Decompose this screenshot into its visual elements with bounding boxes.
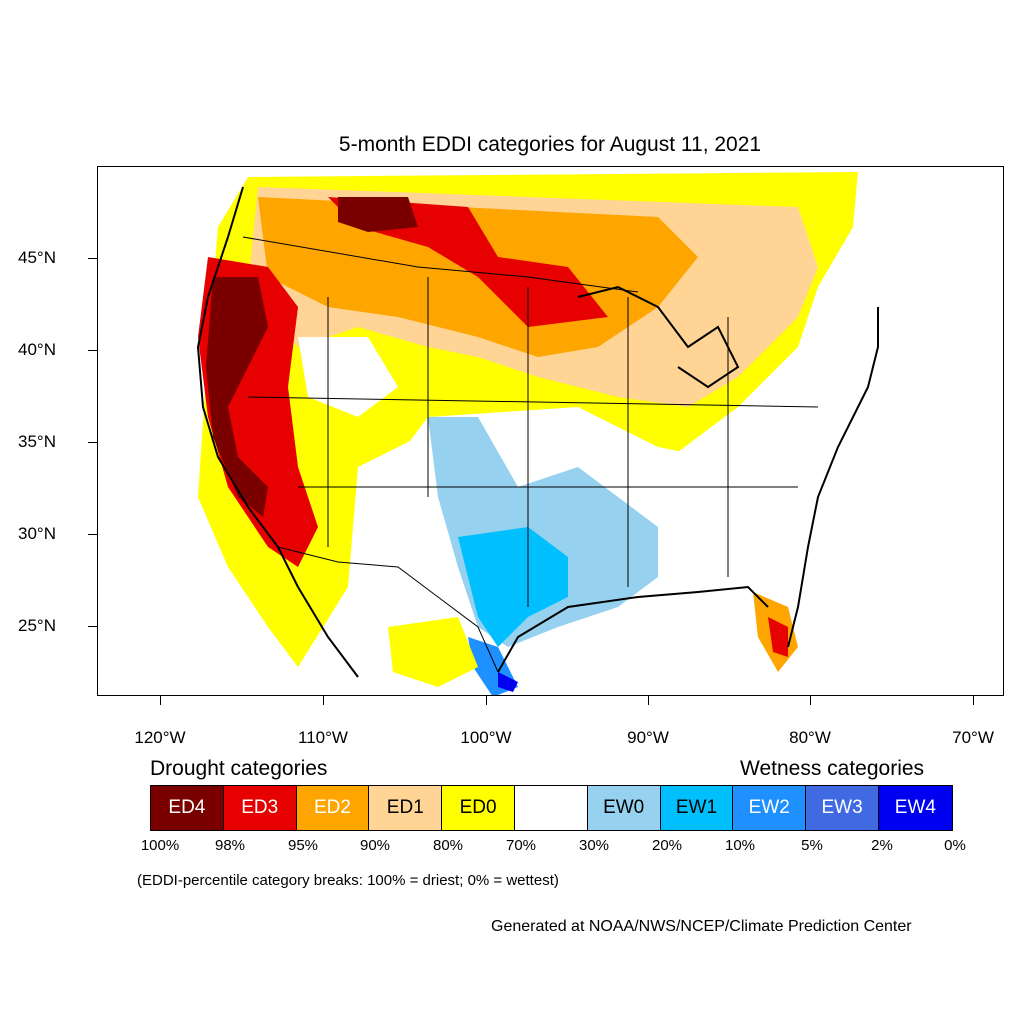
legend-cell-ed1: ED1: [369, 786, 443, 830]
lon-tick-80: [810, 696, 811, 705]
legend-cell-ed0: ED0: [442, 786, 515, 830]
region-mexico-ed0: [388, 617, 478, 687]
pct-break: 90%: [359, 837, 391, 854]
pct-break: 95%: [287, 837, 319, 854]
lon-label-100: 100°W: [460, 728, 512, 747]
lon-tick-110: [323, 696, 324, 705]
pct-break: 2%: [871, 837, 893, 854]
lon-label-70: 70°W: [952, 728, 994, 747]
lon-label-110: 110°W: [298, 728, 348, 747]
legend-colorbar: ED4 ED3 ED2 ED1 ED0 EW0 EW1 EW2 EW3 EW4: [150, 785, 953, 831]
region-ew1: [458, 527, 568, 647]
gulf-coast: [497, 585, 769, 673]
lat-label-35: 35°N: [18, 432, 56, 451]
lon-tick-100: [486, 696, 487, 705]
lon-tick-120: [160, 696, 161, 705]
lon-tick-90: [648, 696, 649, 705]
lon-label-120: 120°W: [134, 728, 186, 747]
region-ed4-north: [338, 197, 418, 232]
credit-line: Generated at NOAA/NWS/NCEP/Climate Predi…: [491, 918, 912, 935]
legend-cell-ew3: EW3: [806, 786, 879, 830]
legend-cell-ew2: EW2: [733, 786, 807, 830]
eddi-map-graphic: [196, 172, 879, 695]
eddi-map: [97, 166, 1004, 696]
drought-heading: Drought categories: [150, 757, 328, 780]
pct-break: 70%: [505, 837, 537, 854]
legend-cell-neutral: [514, 786, 588, 830]
lat-label-25: 25°N: [18, 616, 56, 635]
pct-break: 98%: [214, 837, 246, 854]
boundaries: [196, 186, 879, 678]
lat-label-30: 30°N: [18, 524, 56, 543]
lon-tick-70: [973, 696, 974, 705]
great-lakes: [577, 285, 740, 389]
region-ed4-west: [206, 277, 268, 517]
legend-cell-ew4: EW4: [878, 786, 952, 830]
lat-label-45: 45°N: [18, 248, 56, 267]
lon-label-90: 90°W: [627, 728, 669, 747]
pct-break: 10%: [724, 837, 756, 854]
region-florida-ed3: [768, 617, 788, 657]
east-coast: [787, 307, 879, 648]
drought-regions: [198, 172, 858, 695]
lat-tick-45: [88, 258, 97, 259]
coastline-west: [196, 186, 359, 678]
lat-label-40: 40°N: [18, 340, 56, 359]
wetness-heading: Wetness categories: [740, 757, 925, 780]
legend-cell-ew0: EW0: [587, 786, 661, 830]
category-note: (EDDI-percentile category breaks: 100% =…: [137, 872, 559, 889]
legend-cell-ed2: ED2: [296, 786, 370, 830]
legend-cell-ed4: ED4: [151, 786, 224, 830]
pct-break: 20%: [651, 837, 683, 854]
region-ed3-north: [328, 197, 608, 327]
pct-break: 80%: [432, 837, 464, 854]
region-neutral-nw: [298, 337, 398, 417]
mexico-border: [277, 546, 499, 673]
legend-cell-ew1: EW1: [660, 786, 734, 830]
pct-break: 5%: [801, 837, 823, 854]
lat-tick-30: [88, 534, 97, 535]
canada-border: [242, 236, 639, 293]
map-title: 5-month EDDI categories for August 11, 2…: [338, 133, 762, 156]
lat-tick-35: [88, 442, 97, 443]
lat-tick-40: [88, 350, 97, 351]
state-line-6: [247, 396, 819, 408]
lat-tick-25: [88, 626, 97, 627]
pct-break: 30%: [578, 837, 610, 854]
pct-break: 100%: [140, 837, 180, 854]
pct-break: 0%: [944, 837, 966, 854]
region-ew4: [498, 672, 518, 692]
legend-cell-ed3: ED3: [223, 786, 297, 830]
lon-label-80: 80°W: [789, 728, 831, 747]
